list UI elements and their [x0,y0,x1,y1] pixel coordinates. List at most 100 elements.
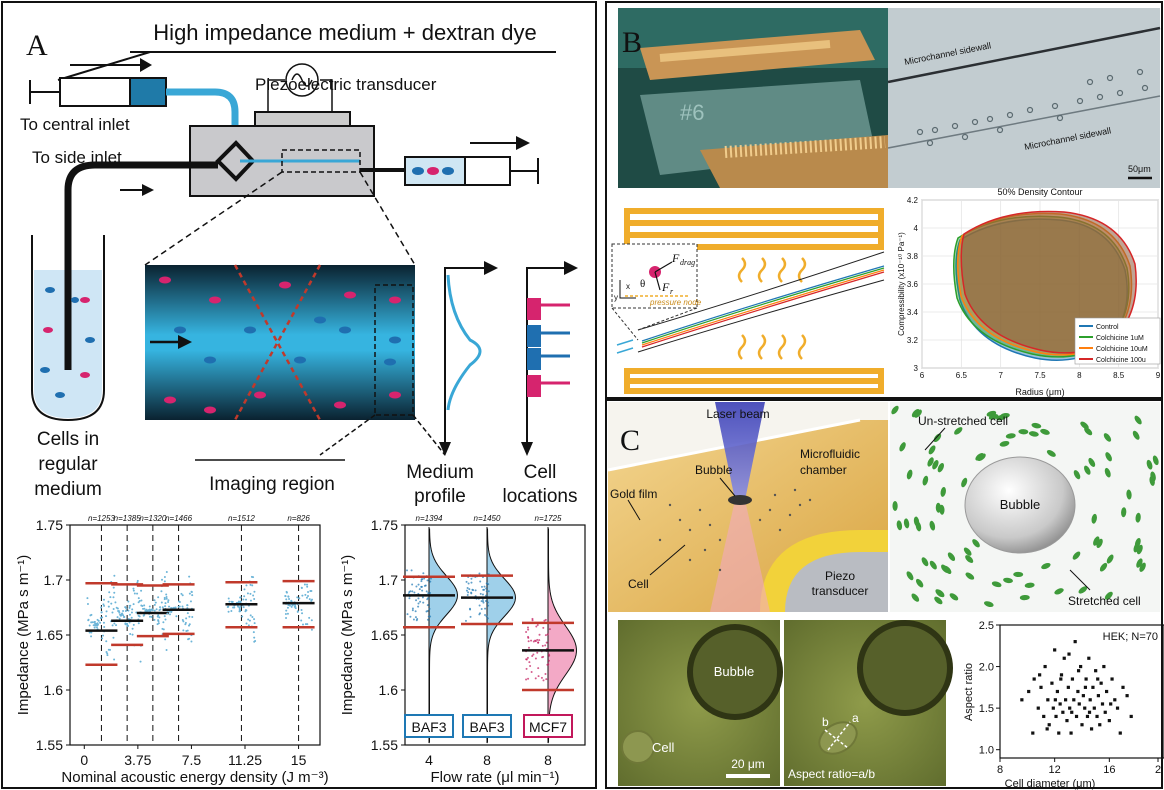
chart4-point [1065,718,1069,723]
green-cell [1104,591,1113,600]
chart2-ytick-label: 1.6 [379,682,399,698]
chart1-xtick-label: 15 [291,752,307,768]
chart1-scatter-point [151,609,154,612]
chart4-point [1092,706,1096,710]
chart2-scatter-point [479,580,482,583]
chart2-scatter-point [474,589,477,592]
chart4-point [1057,731,1061,735]
central-inlet-label: To central inlet [20,115,130,134]
panel-c-letter: C [620,424,640,457]
transducer-label: Piezoelectric transducer [255,75,437,94]
chart1-n-label: n=1466 [165,514,192,523]
chart2-scatter-point [547,659,550,662]
chart3-legend-label: Colchicine 1uM [1096,335,1144,342]
chart4-point [1066,685,1070,689]
chart2-scatter-point [529,665,532,668]
chart2-scatter-point [531,617,534,620]
green-cell [1139,562,1146,572]
chart4-xtick-label: 2 [1155,764,1161,776]
chart4-point [1068,706,1072,710]
chart1-scatter-point [239,600,242,603]
chart1-scatter-point [136,592,139,595]
chart1-scatter-point [242,598,245,601]
chart3-ytick-label: 3.6 [907,280,919,289]
imaging-region-label: Imaging region [209,474,335,495]
chart2-scatter-point [480,585,483,588]
chart4-point [1027,689,1031,694]
chart2-xtick-label: 4 [425,752,433,768]
chart1-scatter-point [251,615,254,618]
chart2-scatter-point [469,608,472,611]
chart1-scatter-point [150,615,153,618]
chart1-scatter-point [157,619,160,622]
chart1-scatter-point [162,621,165,624]
chart1-scatter-point [247,624,250,627]
chart1-scatter-point [188,637,191,640]
chart2-scatter-point [411,607,414,610]
chart1-scatter-point [247,618,250,621]
chart2-scatter-point [525,658,528,661]
chart4-point [1061,710,1065,714]
chart1-scatter-point [168,610,171,613]
chart1-scatter-point [97,619,100,622]
chart2-scatter-point [469,615,472,618]
chart1-scatter-point [142,614,145,617]
green-cell [1103,433,1112,442]
chart1-scatter-point [287,595,290,598]
chart1-scatter-point [242,606,245,609]
chart4-point [1047,723,1051,727]
chart2-scatter-point [484,607,487,610]
green-cell [1040,428,1050,435]
chart1-scatter-point [146,609,149,612]
chart2-scatter-point [412,618,415,621]
chart2-scatter-point [415,599,418,602]
chart1-scatter-point [164,638,167,641]
chart1-scatter-point [88,624,91,627]
chart2-scatter-point [414,616,417,619]
chart1-scatter-point [164,605,167,608]
chart1-scatter-point [128,613,131,616]
chart2-scatter-point [419,600,422,603]
panel-a: A High impedance medium + dextran dye To… [1,1,597,789]
chart2-scatter-point [415,585,418,588]
chart1-scatter-point [286,606,289,609]
chart1-scatter-point [296,596,299,599]
chart1-scatter-point [165,597,168,600]
chart1-scatter-point [233,606,236,609]
chart1-scatter-point [105,615,108,618]
chart2-scatter-point [487,604,490,607]
chart1-scatter-point [310,619,313,622]
chart1-scatter-point [109,648,112,651]
chart2-group-box [404,714,454,738]
green-cell [1121,507,1127,518]
chart2-scatter-point [527,628,530,631]
chart1-scatter-point [253,636,256,639]
chart1-scatter-point [86,597,89,600]
chart2-scatter-point [485,615,488,618]
chart4-point [1091,685,1095,689]
chart1-scatter-point [132,623,135,626]
chart1-scatter-point [137,622,140,625]
chart1-scatter-point [230,610,233,613]
chart1-scatter-point [122,614,125,617]
chart1-scatter-point [159,606,162,609]
chart2-ylabel: Impedance (MPa s m⁻¹) [339,555,356,715]
chart1-scatter-point [157,622,160,625]
green-cell [1084,427,1093,436]
chart1-scatter-point [284,612,287,615]
chart1-scatter-point [285,617,288,620]
chart2-scatter-point [478,604,481,607]
chart1-scatter-point [241,615,244,618]
chart1-ytick-label: 1.55 [36,737,63,753]
chart2-scatter-point [429,577,432,580]
chart1-scatter-point [132,603,135,606]
chart3-title: 50% Density Contour [997,187,1082,197]
chart1-scatter-point [185,629,188,632]
chart2-scatter-point [526,626,529,629]
chart1-scatter-point [155,608,158,611]
chart1-scatter-point [173,606,176,609]
micrograph-scale: 50μm [1128,164,1151,174]
chart3-ytick-label: 3.2 [907,336,919,345]
green-cell [1126,489,1132,500]
chart4-point [1115,706,1120,710]
